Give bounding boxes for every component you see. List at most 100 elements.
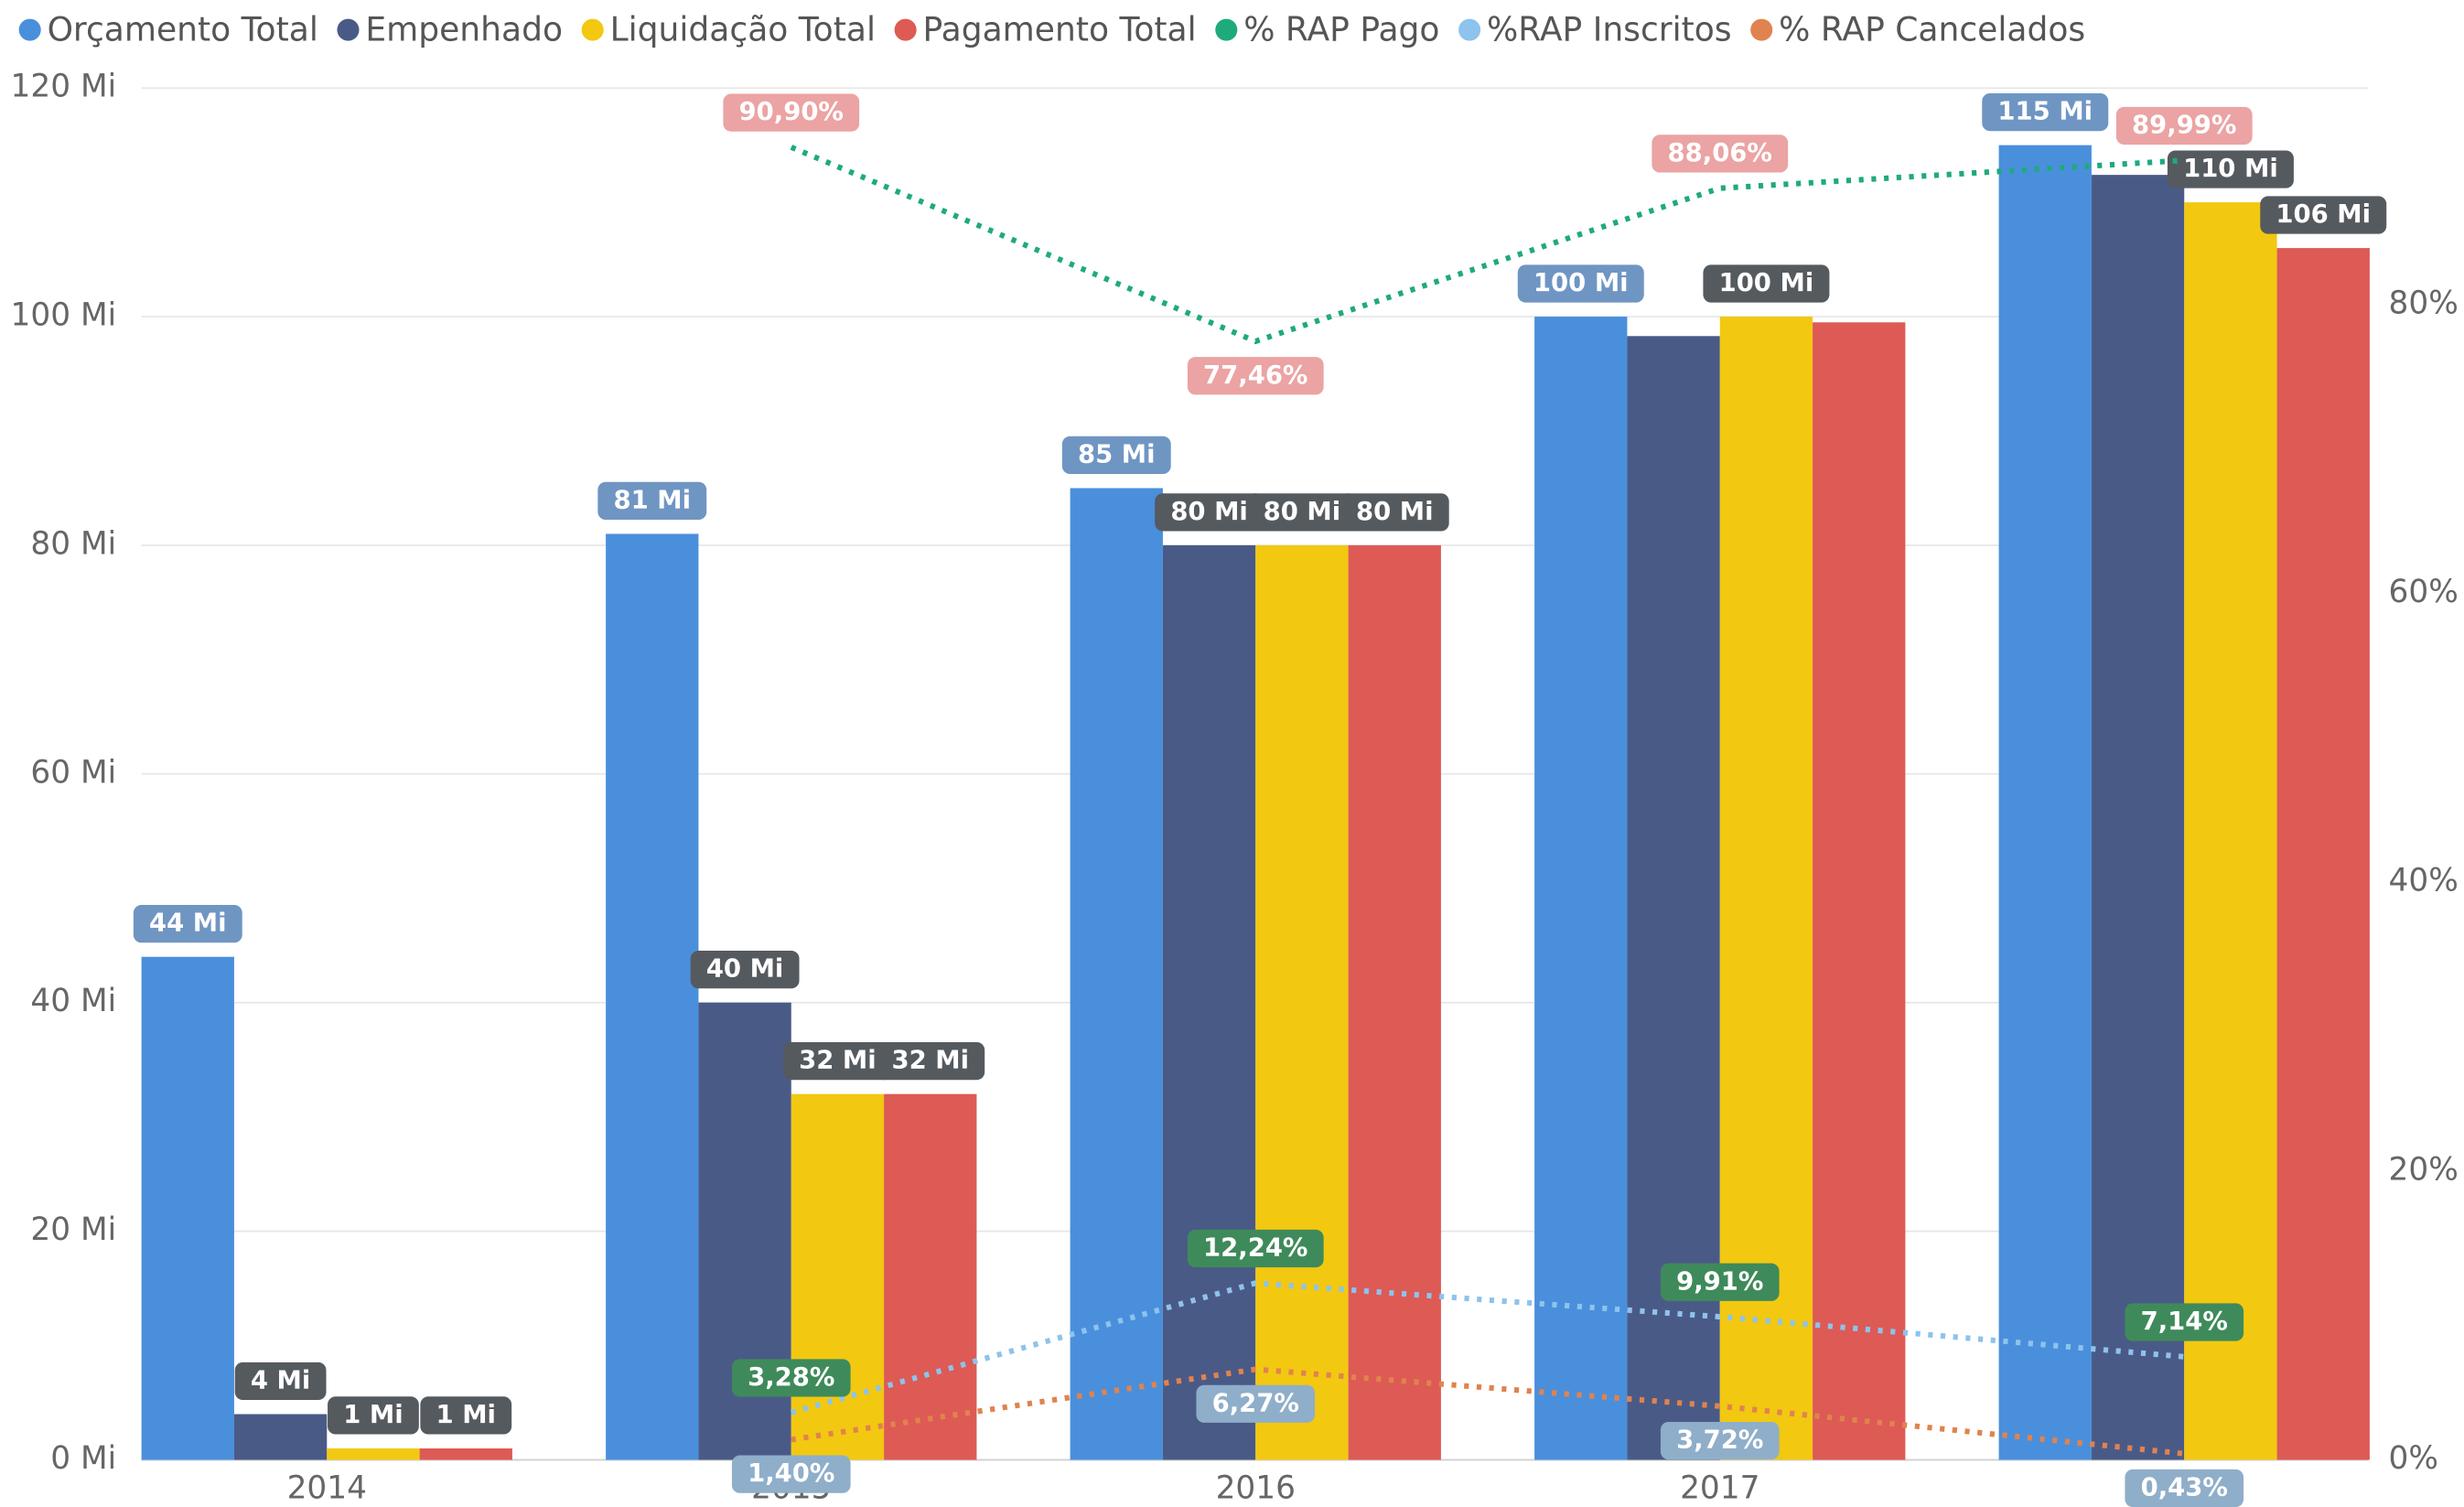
data-label-bg (2167, 150, 2294, 188)
data-label: 0,43% (2125, 1469, 2244, 1507)
data-label-text: 3,72% (1676, 1426, 1763, 1455)
data-label-bg (1196, 1384, 1316, 1423)
data-label-bg (1703, 264, 1830, 303)
data-label-bg (1247, 493, 1357, 532)
x-tick-label: 2017 (1680, 1470, 1759, 1507)
data-label-bg (1187, 1229, 1324, 1268)
data-label-text: 110 Mi (2183, 155, 2278, 183)
data-label-text: 100 Mi (1719, 269, 1814, 297)
data-label-text: 12,24% (1203, 1234, 1307, 1263)
y2-tick-label: 40% (2389, 863, 2459, 899)
data-label-bg (1660, 1421, 1780, 1460)
data-label-bg (2125, 1469, 2244, 1507)
data-label-text: 32 Mi (891, 1047, 969, 1075)
bar (233, 1414, 328, 1460)
data-label-bg (1660, 1263, 1780, 1301)
data-label-text: 7,14% (2141, 1308, 2228, 1336)
legend-label: Pagamento Total (923, 10, 1197, 48)
legend-label: Empenhado (365, 10, 563, 48)
y2-tick-label: 60% (2389, 574, 2459, 610)
data-label-bg (731, 1359, 851, 1397)
legend-marker (581, 18, 604, 41)
data-label-text: 40 Mi (706, 955, 784, 984)
data-label: 80 Mi (1247, 493, 1357, 532)
data-label: 4 Mi (234, 1362, 327, 1401)
data-label-bg (876, 1041, 985, 1081)
data-label-text: 90,90% (739, 98, 844, 126)
legend-label: %RAP Inscritos (1487, 10, 1732, 48)
y2-tick-label: 0% (2389, 1440, 2438, 1477)
bar (1534, 317, 1628, 1460)
data-label-bg (1187, 357, 1324, 395)
line (791, 1366, 2185, 1457)
data-label: 80 Mi (1155, 493, 1264, 532)
y-tick-label: 80 Mi (30, 525, 116, 562)
data-label-text: 100 Mi (1533, 269, 1629, 297)
data-label: 44 Mi (133, 905, 242, 943)
data-label: 3,28% (731, 1359, 851, 1397)
bar (606, 533, 699, 1460)
data-label: 110 Mi (2167, 150, 2294, 188)
x-tick-label: 2016 (1216, 1470, 1296, 1507)
data-label: 9,91% (1660, 1263, 1780, 1301)
bar (1813, 322, 1906, 1460)
bar (1998, 145, 2092, 1460)
data-label-text: 6,27% (1212, 1389, 1299, 1417)
y-tick-label: 40 Mi (30, 983, 116, 1019)
data-label: 90,90% (723, 93, 860, 132)
data-label-bg (1155, 493, 1264, 532)
y-tick-label: 100 Mi (11, 297, 117, 334)
legend-label: % RAP Pago (1243, 10, 1439, 48)
data-label-bg (420, 1396, 512, 1435)
bar (791, 1093, 885, 1460)
data-label: 1 Mi (328, 1396, 419, 1435)
y-tick-label: 0 Mi (50, 1440, 116, 1477)
data-label-text: 32 Mi (799, 1047, 877, 1075)
data-label-bg (234, 1362, 327, 1401)
data-label-bg (1652, 135, 1789, 173)
x-tick-label: 2014 (287, 1470, 367, 1507)
data-label-bg (133, 905, 242, 943)
data-label: 7,14% (2125, 1303, 2244, 1341)
data-label-text: 88,06% (1668, 139, 1772, 167)
data-label: 12,24% (1187, 1229, 1324, 1268)
line (790, 145, 2185, 345)
bar (327, 1448, 420, 1460)
data-label-bg (2260, 196, 2387, 234)
data-label: 100 Mi (1517, 264, 1644, 303)
line (790, 1280, 2185, 1416)
data-label: 32 Mi (876, 1041, 985, 1081)
data-label-text: 106 Mi (2276, 200, 2371, 229)
data-label-bg (2115, 106, 2253, 145)
data-label-bg (782, 1041, 892, 1081)
data-label: 6,27% (1196, 1384, 1316, 1423)
legend-marker (337, 18, 360, 41)
y2-tick-label: 80% (2389, 285, 2459, 321)
data-label-text: 1 Mi (343, 1401, 403, 1429)
bar (1255, 544, 1349, 1460)
data-label-bg (731, 1455, 851, 1493)
data-label: 88,06% (1652, 135, 1789, 173)
data-label: 1,40% (731, 1455, 851, 1493)
bar (141, 956, 234, 1460)
data-label-text: 1 Mi (436, 1401, 496, 1429)
bar (2091, 175, 2185, 1460)
legend-marker (1215, 18, 1238, 41)
data-label: 81 Mi (597, 481, 707, 520)
data-label: 80 Mi (1340, 493, 1449, 532)
data-label-bg (328, 1396, 419, 1435)
data-label: 3,72% (1660, 1421, 1780, 1460)
data-label-text: 77,46% (1203, 361, 1307, 390)
data-label-bg (1340, 493, 1449, 532)
data-label-text: 0,43% (2141, 1473, 2228, 1502)
y2-tick-label: 20% (2389, 1151, 2459, 1188)
data-label-text: 3,28% (748, 1363, 834, 1392)
y-tick-label: 60 Mi (30, 754, 116, 791)
data-label: 40 Mi (690, 951, 800, 989)
y-tick-label: 120 Mi (11, 69, 117, 105)
data-label: 89,99% (2115, 106, 2253, 145)
data-label: 32 Mi (782, 1041, 892, 1081)
bar (1070, 488, 1163, 1460)
data-label: 106 Mi (2260, 196, 2387, 234)
